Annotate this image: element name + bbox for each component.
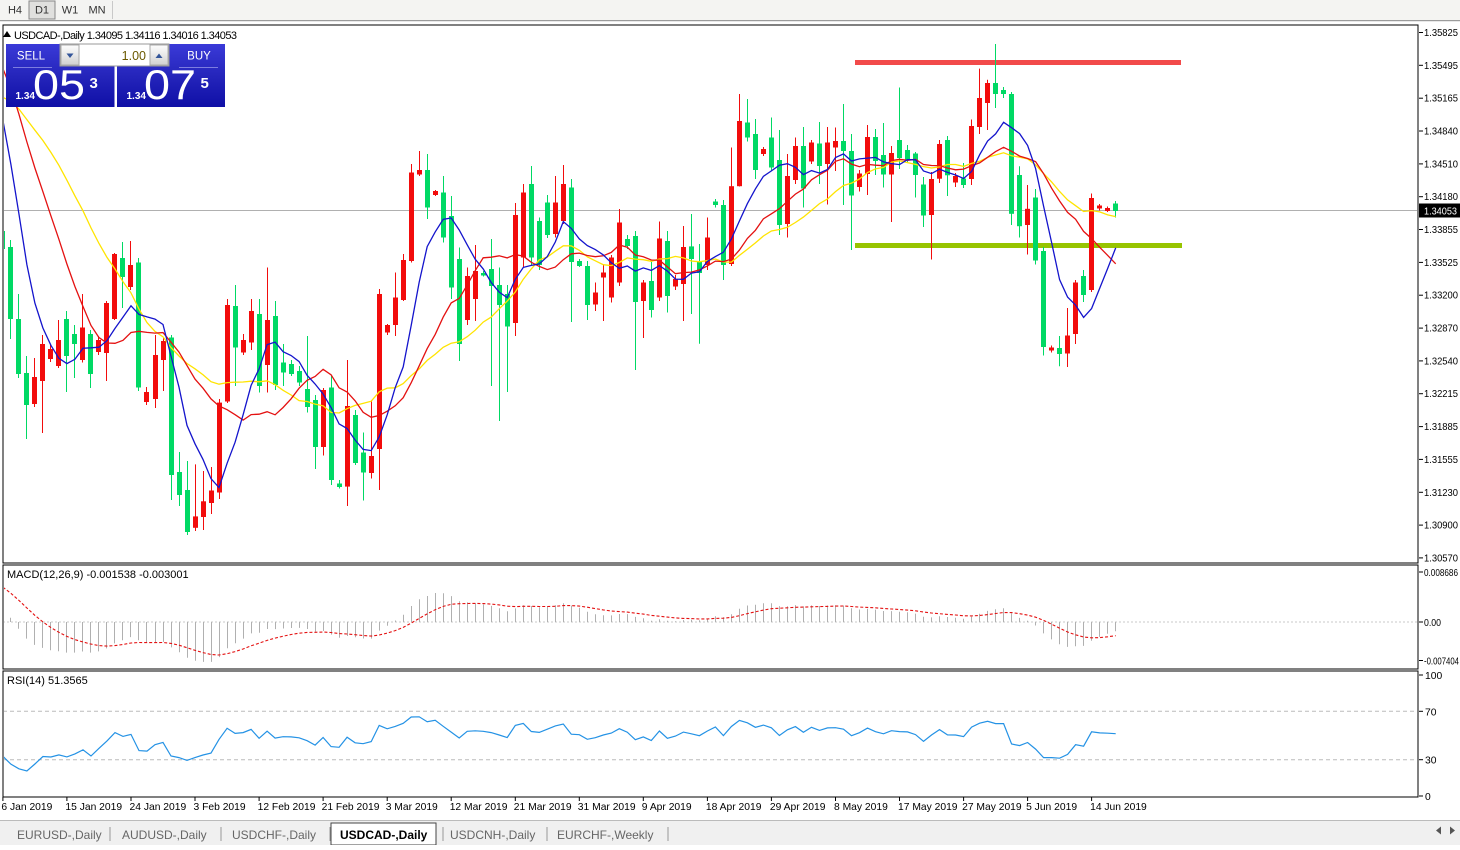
svg-text:1.30900: 1.30900 [1424,520,1458,532]
svg-text:1.31885: 1.31885 [1424,421,1458,433]
svg-text:D1: D1 [35,5,49,17]
svg-text:100: 100 [1425,671,1442,682]
svg-text:6 Jan 2019: 6 Jan 2019 [1,802,52,813]
svg-text:70: 70 [1425,707,1437,718]
svg-text:1.33855: 1.33855 [1424,224,1458,236]
svg-text:1.00: 1.00 [122,49,146,63]
svg-text:1.33525: 1.33525 [1424,257,1458,269]
svg-text:1.35495: 1.35495 [1424,60,1458,72]
svg-text:30: 30 [1425,756,1437,767]
svg-text:9 Apr 2019: 9 Apr 2019 [642,802,692,813]
svg-text:USDCAD-,Daily: USDCAD-,Daily [340,828,428,842]
svg-text:1.31230: 1.31230 [1424,487,1458,499]
svg-text:1.32540: 1.32540 [1424,355,1458,367]
svg-text:-0.007404: -0.007404 [1424,656,1459,668]
svg-text:3: 3 [90,75,98,92]
svg-text:5: 5 [201,75,209,92]
svg-text:1.34840: 1.34840 [1424,126,1458,138]
svg-text:27 May 2019: 27 May 2019 [962,802,1022,813]
svg-text:USDCNH-,Daily: USDCNH-,Daily [450,828,535,842]
svg-text:24 Jan 2019: 24 Jan 2019 [130,802,187,813]
svg-text:1.33200: 1.33200 [1424,290,1458,302]
svg-text:1.34: 1.34 [16,91,36,102]
svg-text:W1: W1 [62,5,79,17]
svg-text:MACD(12,26,9) -0.001538 -0.003: MACD(12,26,9) -0.001538 -0.003001 [7,569,189,581]
svg-text:1.34180: 1.34180 [1424,191,1458,203]
svg-text:1.34510: 1.34510 [1424,158,1458,170]
svg-text:0.008686: 0.008686 [1424,567,1458,579]
svg-text:EURCHF-,Weekly: EURCHF-,Weekly [557,828,653,842]
svg-text:15 Jan 2019: 15 Jan 2019 [65,802,122,813]
svg-text:BUY: BUY [187,51,211,63]
svg-text:8 May 2019: 8 May 2019 [834,802,888,813]
svg-text:1.31555: 1.31555 [1424,454,1458,466]
svg-text:1.32215: 1.32215 [1424,388,1458,400]
svg-text:1.34053: 1.34053 [1424,206,1457,218]
svg-text:21 Mar 2019: 21 Mar 2019 [514,802,572,813]
svg-text:1.30570: 1.30570 [1424,552,1458,564]
svg-text:12 Mar 2019: 12 Mar 2019 [450,802,508,813]
svg-text:3 Mar 2019: 3 Mar 2019 [386,802,438,813]
svg-text:1.35165: 1.35165 [1424,93,1458,105]
svg-text:1.32870: 1.32870 [1424,323,1458,335]
svg-text:1.35825: 1.35825 [1424,27,1458,39]
svg-text:RSI(14) 51.3565: RSI(14) 51.3565 [7,675,88,687]
svg-text:USDCAD-,Daily 1.34095 1.34116: USDCAD-,Daily 1.34095 1.34116 1.34016 1.… [14,30,237,42]
svg-text:AUDUSD-,Daily: AUDUSD-,Daily [122,828,207,842]
svg-text:SELL: SELL [17,51,46,63]
svg-text:07: 07 [144,61,196,108]
svg-text:3 Feb 2019: 3 Feb 2019 [194,802,246,813]
svg-text:14 Jun 2019: 14 Jun 2019 [1090,802,1147,813]
svg-text:18 Apr 2019: 18 Apr 2019 [706,802,762,813]
svg-text:5 Jun 2019: 5 Jun 2019 [1026,802,1077,813]
svg-text:1.34: 1.34 [127,91,147,102]
svg-text:05: 05 [33,61,85,108]
svg-text:0.00: 0.00 [1424,617,1441,629]
svg-text:21 Feb 2019: 21 Feb 2019 [322,802,380,813]
svg-text:USDCHF-,Daily: USDCHF-,Daily [232,828,316,842]
svg-text:12 Feb 2019: 12 Feb 2019 [258,802,316,813]
svg-text:MN: MN [88,5,105,17]
svg-text:EURUSD-,Daily: EURUSD-,Daily [17,828,102,842]
svg-text:29 Apr 2019: 29 Apr 2019 [770,802,826,813]
svg-text:17 May 2019: 17 May 2019 [898,802,958,813]
svg-text:31 Mar 2019: 31 Mar 2019 [578,802,636,813]
svg-text:0: 0 [1425,792,1431,803]
svg-text:H4: H4 [8,5,22,17]
